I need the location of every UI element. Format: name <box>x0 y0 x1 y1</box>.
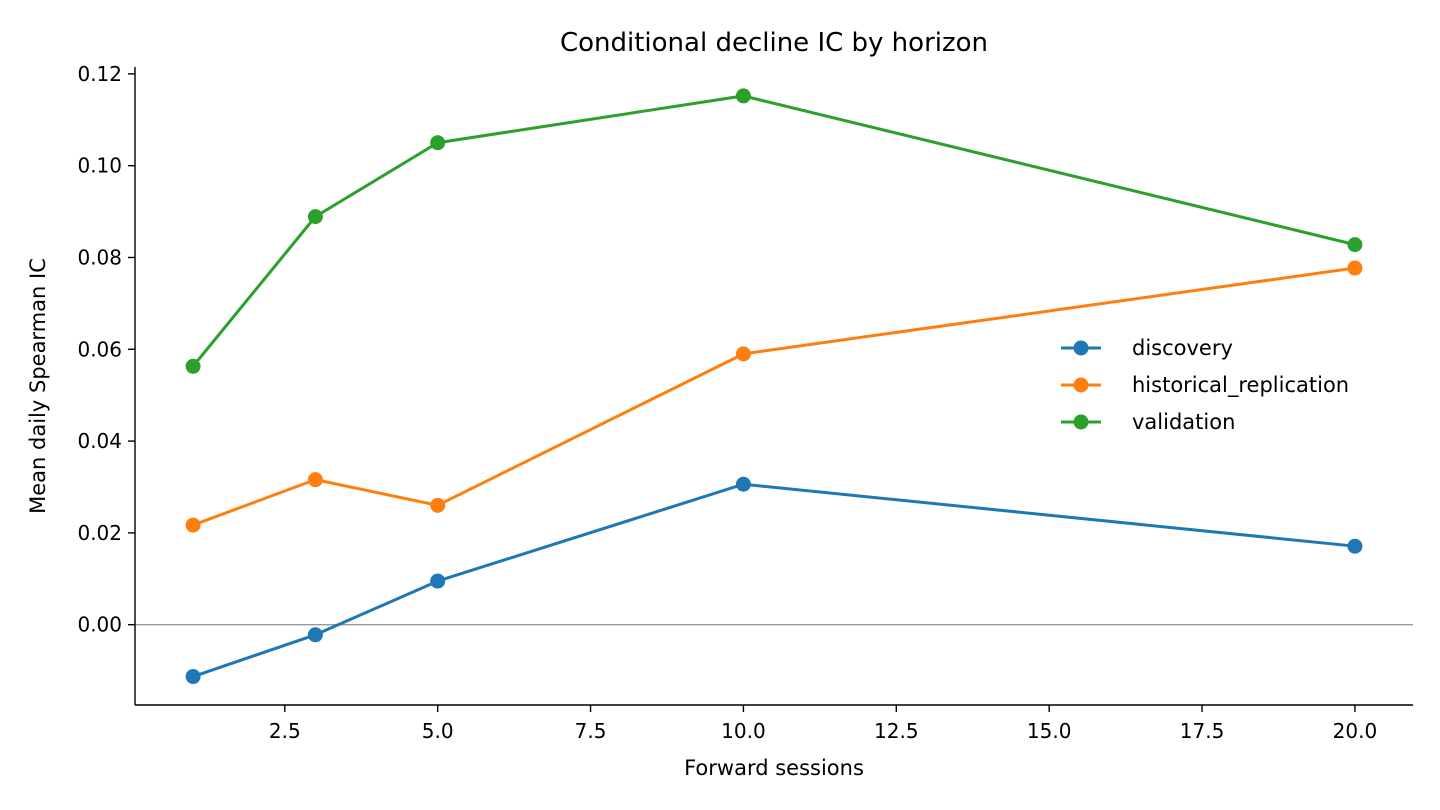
y-tick-label: 0.08 <box>77 245 122 269</box>
data-point-discovery <box>430 573 446 589</box>
y-tick-label: 0.12 <box>77 62 122 86</box>
x-tick-label: 17.5 <box>1180 719 1225 743</box>
y-tick-label: 0.04 <box>77 429 122 453</box>
x-axis-title: Forward sessions <box>684 756 864 780</box>
legend-label-historical_replication: historical_replication <box>1132 373 1349 398</box>
y-tick-label: 0.10 <box>77 154 122 178</box>
legend-marker-historical_replication <box>1073 377 1089 393</box>
x-tick-label: 20.0 <box>1333 719 1378 743</box>
data-point-discovery <box>735 476 751 492</box>
legend-marker-discovery <box>1073 340 1089 356</box>
y-tick-label: 0.00 <box>77 613 122 637</box>
data-point-validation <box>430 135 446 151</box>
series-line-validation <box>191 94 1357 368</box>
data-point-historical_replication <box>185 517 201 533</box>
x-tick-label: 5.0 <box>422 719 454 743</box>
plot-area: 2.5 5.0 7.5 10.0 12.5 15.0 17.5 20.0 0.00 0.02 0.0… <box>77 62 1413 743</box>
x-tick-label: 12.5 <box>874 719 919 743</box>
y-tick-label: 0.02 <box>77 521 122 545</box>
legend-label-validation: validation <box>1132 410 1235 434</box>
x-tick-label: 10.0 <box>721 719 766 743</box>
data-point-historical_replication <box>430 497 446 513</box>
chart-title: Conditional decline IC by horizon <box>560 28 988 58</box>
data-point-validation <box>735 88 751 104</box>
data-point-historical_replication <box>307 472 323 488</box>
legend-label-discovery: discovery <box>1132 336 1233 360</box>
y-axis-title: Mean daily Spearman IC <box>26 258 50 514</box>
data-point-discovery <box>185 669 201 685</box>
x-tick-label: 15.0 <box>1027 719 1072 743</box>
series-line-discovery <box>191 482 1357 679</box>
legend-marker-validation <box>1073 414 1089 430</box>
data-point-discovery <box>307 627 323 643</box>
data-point-validation <box>1347 237 1363 253</box>
y-tick-label: 0.06 <box>77 337 122 361</box>
data-point-validation <box>307 209 323 225</box>
data-point-validation <box>185 358 201 374</box>
x-tick-label: 2.5 <box>269 719 301 743</box>
data-point-historical_replication <box>1347 260 1363 276</box>
data-point-discovery <box>1347 538 1363 554</box>
x-tick-label: 7.5 <box>575 719 607 743</box>
data-point-historical_replication <box>735 346 751 362</box>
legend: discovery historical_replication validatio… <box>1061 336 1349 434</box>
